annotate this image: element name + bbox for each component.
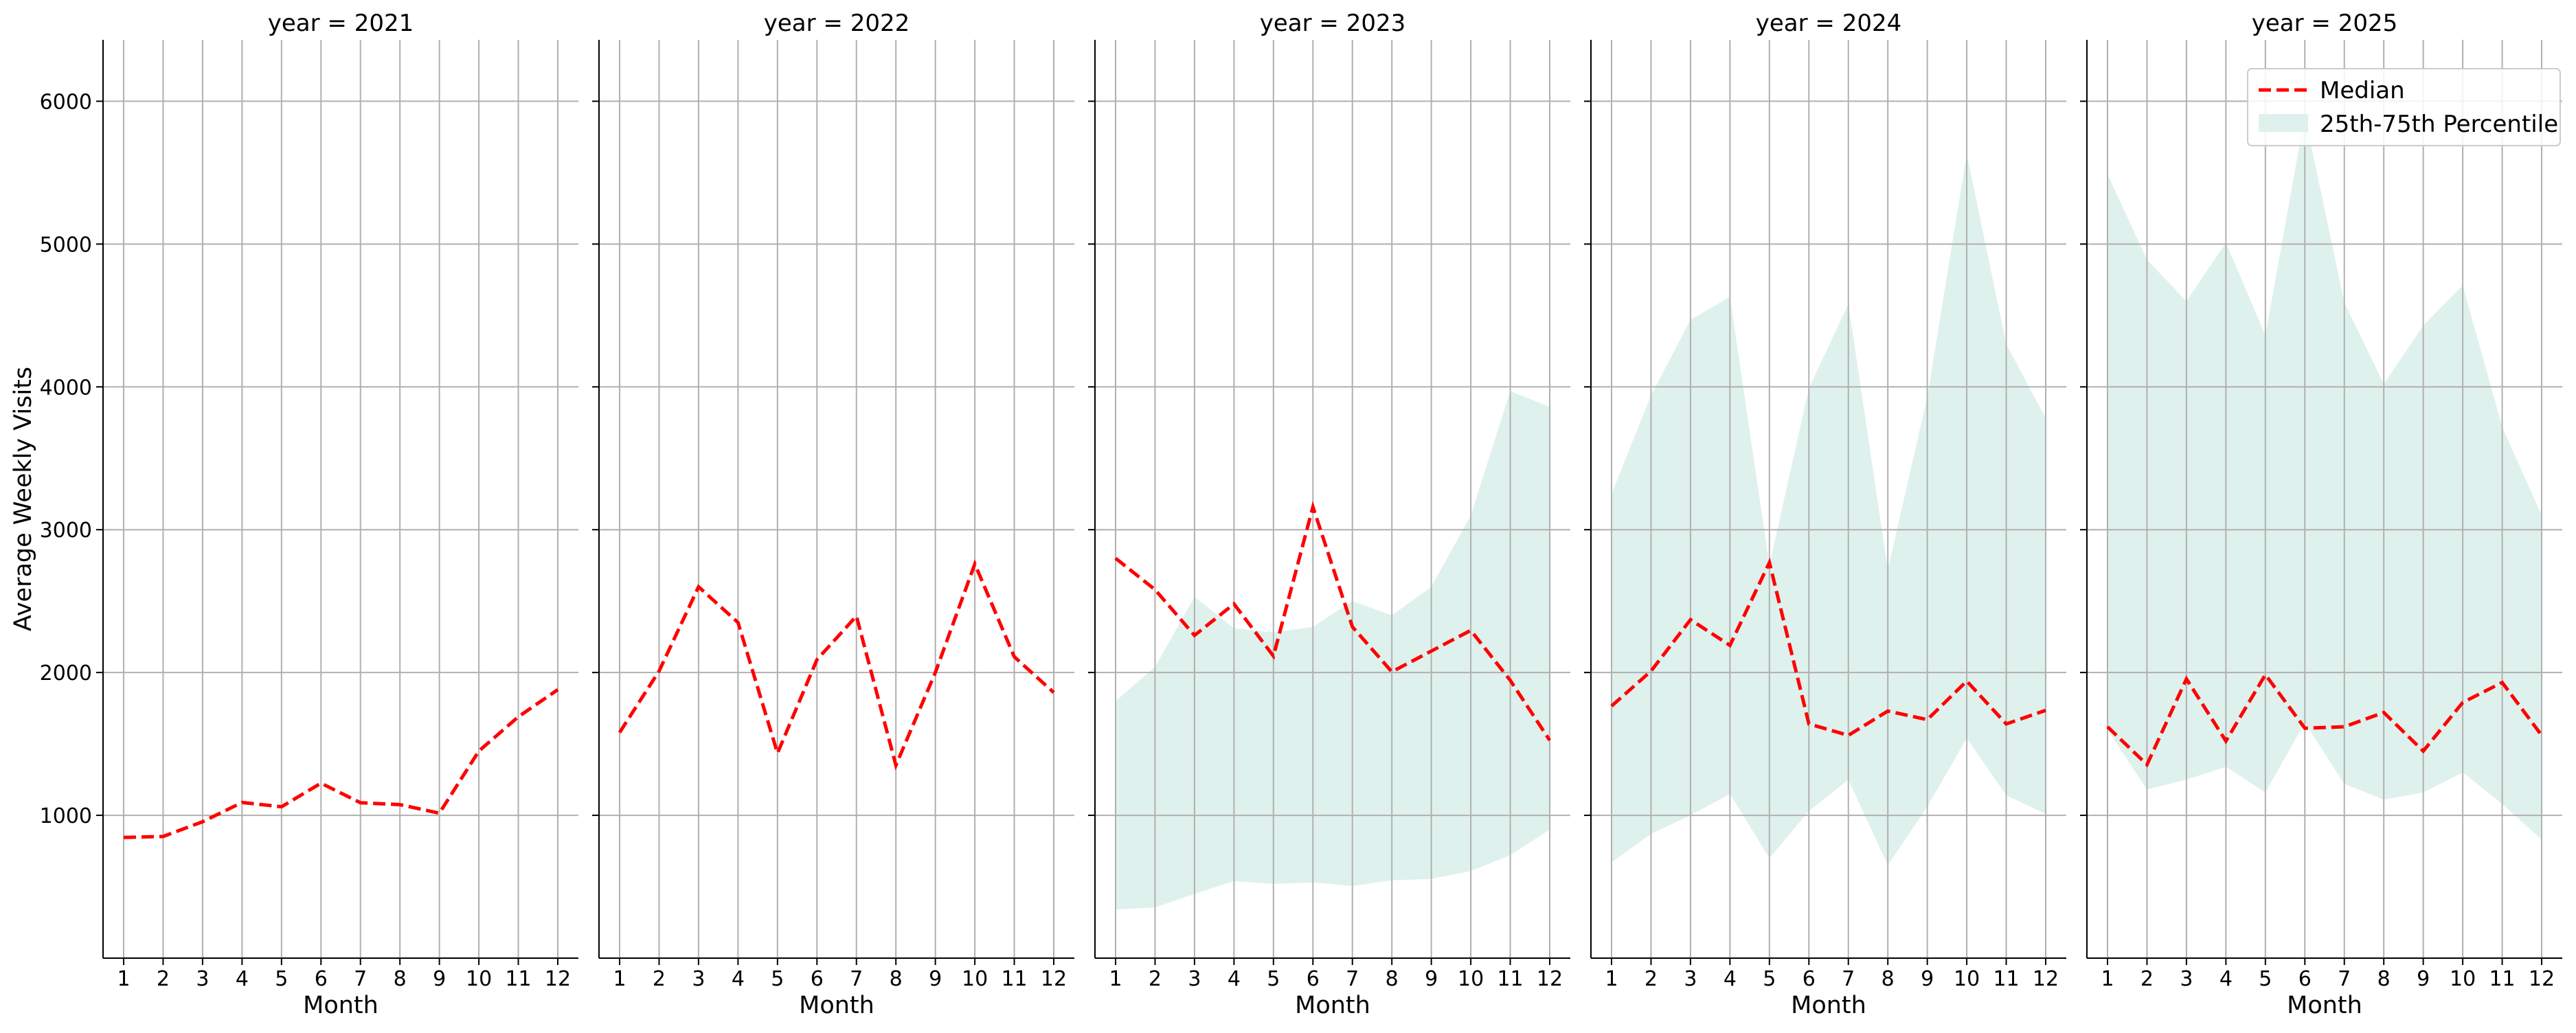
legend-band-label: 25th-75th Percentile	[2320, 111, 2558, 138]
x-tick-label: 3	[196, 967, 209, 991]
x-tick-label: 3	[1684, 967, 1697, 991]
x-tick-label: 5	[1267, 967, 1280, 991]
x-tick-label: 9	[929, 967, 942, 991]
x-tick-label: 8	[1882, 967, 1895, 991]
x-axis-label: Month	[2287, 992, 2362, 1019]
y-tick-label: 1000	[40, 804, 92, 828]
x-tick-label: 9	[433, 967, 446, 991]
x-tick-label: 11	[2489, 967, 2515, 991]
x-tick-label: 1	[117, 967, 130, 991]
x-tick-label: 9	[1921, 967, 1934, 991]
percentile-band-4	[1612, 154, 2046, 865]
panel-title-4: year = 2024	[1756, 10, 1901, 37]
x-tick-label: 10	[1954, 967, 1980, 991]
x-tick-label: 3	[1188, 967, 1201, 991]
x-tick-label: 8	[2377, 967, 2391, 991]
panel-title-3: year = 2023	[1260, 10, 1405, 37]
x-tick-label: 2	[1149, 967, 1162, 991]
x-tick-label: 12	[2529, 967, 2555, 991]
median-line-4	[1610, 557, 2046, 738]
y-tick-label: 3000	[40, 519, 92, 543]
x-tick-label: 12	[545, 967, 571, 991]
x-tick-label: 12	[2033, 967, 2059, 991]
x-tick-label: 1	[613, 967, 626, 991]
y-tick-label: 6000	[40, 90, 92, 114]
legend-median-label: Median	[2320, 77, 2405, 104]
x-tick-label: 2	[2140, 967, 2154, 991]
x-axis-label: Month	[799, 992, 874, 1019]
x-axis-label: Month	[303, 992, 379, 1019]
y-tick-label: 4000	[40, 376, 92, 400]
x-tick-label: 6	[1307, 967, 1320, 991]
x-tick-label: 11	[505, 967, 531, 991]
median-line-2	[618, 559, 1055, 771]
median-line-1	[123, 688, 559, 839]
x-tick-label: 4	[732, 967, 745, 991]
legend-band-swatch	[2259, 114, 2308, 132]
x-tick-label: 11	[1001, 967, 1027, 991]
y-tick-label: 5000	[40, 233, 92, 257]
x-tick-label: 7	[850, 967, 863, 991]
x-tick-label: 1	[1605, 967, 1618, 991]
x-tick-label: 7	[354, 967, 367, 991]
x-tick-label: 7	[1842, 967, 1855, 991]
x-tick-label: 12	[1041, 967, 1067, 991]
panel-title-2: year = 2022	[764, 10, 909, 37]
x-tick-label: 4	[1724, 967, 1737, 991]
x-tick-label: 2	[1645, 967, 1658, 991]
x-axis-label: Month	[1791, 992, 1866, 1019]
x-tick-label: 10	[962, 967, 988, 991]
x-tick-label: 9	[1425, 967, 1438, 991]
x-tick-label: 5	[2259, 967, 2272, 991]
x-tick-label: 8	[1386, 967, 1399, 991]
x-tick-label: 4	[1228, 967, 1241, 991]
x-tick-label: 6	[1803, 967, 1816, 991]
x-tick-label: 3	[2180, 967, 2193, 991]
x-tick-label: 6	[811, 967, 824, 991]
x-tick-label: 6	[2298, 967, 2312, 991]
x-tick-label: 7	[2338, 967, 2351, 991]
x-tick-label: 10	[466, 967, 492, 991]
panel-title-1: year = 2021	[268, 10, 414, 37]
x-tick-label: 5	[771, 967, 784, 991]
x-tick-label: 2	[653, 967, 666, 991]
x-tick-label: 7	[1346, 967, 1359, 991]
percentile-band-5	[2108, 115, 2542, 840]
panel-title-5: year = 2025	[2252, 10, 2397, 37]
x-tick-label: 12	[1537, 967, 1563, 991]
y-tick-label: 2000	[40, 661, 92, 685]
x-tick-label: 8	[394, 967, 407, 991]
x-tick-label: 4	[236, 967, 249, 991]
x-tick-label: 1	[1109, 967, 1122, 991]
median-line-3	[1114, 501, 1552, 742]
legend-box	[2247, 68, 2561, 146]
median-line-5	[2106, 671, 2544, 768]
y-axis-label: Average Weekly Visits	[10, 367, 37, 631]
percentile-band-3	[1116, 391, 1550, 910]
x-tick-label: 5	[1763, 967, 1776, 991]
x-tick-label: 4	[2219, 967, 2233, 991]
x-tick-label: 6	[315, 967, 328, 991]
x-tick-label: 3	[692, 967, 705, 991]
x-tick-label: 1	[2101, 967, 2114, 991]
x-tick-label: 10	[2450, 967, 2476, 991]
x-tick-label: 10	[1458, 967, 1484, 991]
x-tick-label: 2	[157, 967, 170, 991]
x-axis-label: Month	[1295, 992, 1370, 1019]
x-tick-label: 11	[1993, 967, 2019, 991]
x-tick-label: 8	[890, 967, 903, 991]
x-tick-label: 11	[1497, 967, 1523, 991]
x-tick-label: 5	[275, 967, 288, 991]
x-tick-label: 9	[2417, 967, 2430, 991]
